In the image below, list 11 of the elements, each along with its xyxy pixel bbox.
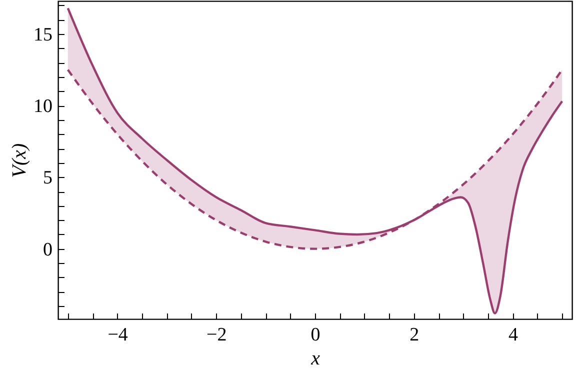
x-tick-label: −2 — [206, 324, 227, 346]
y-tick-label: 0 — [43, 239, 52, 260]
x-axis-title: x — [310, 348, 320, 370]
x-tick-label: 2 — [410, 324, 420, 346]
x-tick-label: −4 — [108, 324, 128, 346]
y-tick-label: 15 — [34, 24, 52, 46]
y-axis-title: V(x) — [8, 142, 30, 178]
x-tick-label: 0 — [310, 324, 320, 346]
y-tick-label: 10 — [34, 96, 52, 118]
y-tick-label: 5 — [43, 168, 52, 189]
x-tick-label: 4 — [508, 324, 518, 346]
